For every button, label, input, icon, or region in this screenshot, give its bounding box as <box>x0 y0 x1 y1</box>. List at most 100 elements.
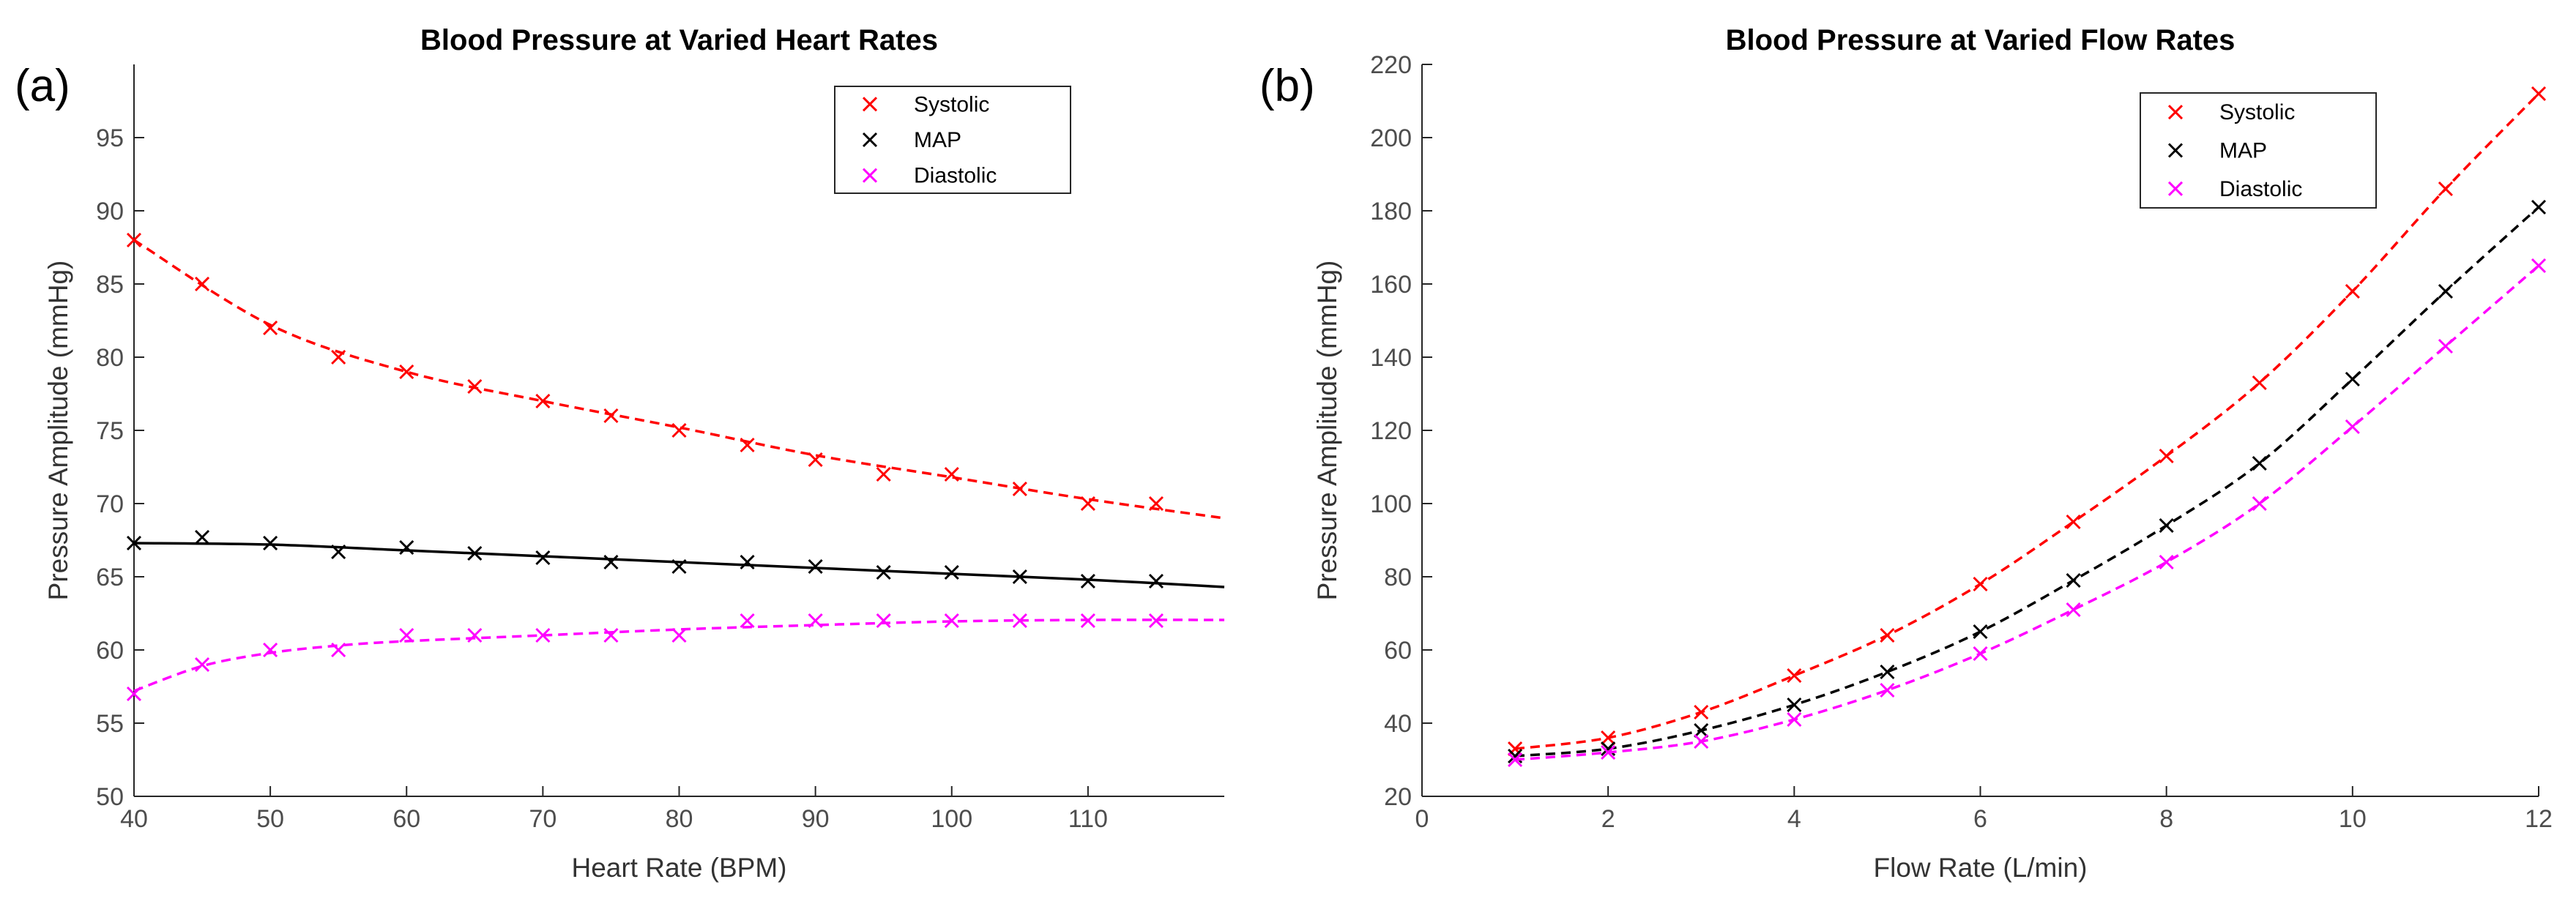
diastolic-data-point <box>2438 338 2453 354</box>
y-tick-label: 75 <box>96 417 124 445</box>
diastolic-data-point <box>331 642 346 658</box>
y-tick-label: 90 <box>96 198 124 225</box>
x-tick-label: 12 <box>2525 805 2553 833</box>
systolic-data-point <box>2345 283 2360 299</box>
systolic-data-point <box>1973 576 1988 592</box>
y-tick-label: 50 <box>96 783 124 811</box>
legend-box <box>2140 92 2377 209</box>
systolic-data-point <box>535 393 551 409</box>
legend-label-diastolic: Diastolic <box>2219 177 2302 201</box>
systolic-data-point <box>603 408 619 424</box>
y-tick-label: 140 <box>1370 344 1412 372</box>
systolic-data-point <box>2066 514 2081 530</box>
y-tick-label: 60 <box>1384 637 1412 665</box>
y-tick-label: 120 <box>1370 417 1412 445</box>
map-data-point <box>263 535 278 551</box>
map-data-point <box>671 558 687 575</box>
diastolic-data-point <box>2531 258 2547 274</box>
y-tick-label: 40 <box>1384 710 1412 738</box>
legend-marker-diastolic <box>2167 181 2184 196</box>
x-tick-label: 80 <box>666 805 693 833</box>
map-data-point <box>1012 569 1027 585</box>
systolic-data-point <box>2438 181 2453 197</box>
systolic-data-point <box>331 349 346 365</box>
y-tick-label: 80 <box>1384 564 1412 591</box>
x-tick-label: 50 <box>256 805 284 833</box>
x-tick-label: 100 <box>931 805 972 833</box>
x-tick-label: 8 <box>2159 805 2173 833</box>
legend-label-systolic: Systolic <box>914 92 989 116</box>
y-tick-label: 180 <box>1370 198 1412 225</box>
systolic-data-point <box>2252 375 2267 391</box>
systolic-data-point <box>740 437 755 453</box>
systolic-data-point <box>808 452 823 468</box>
systolic-data-point <box>399 364 414 380</box>
diastolic-data-point <box>1973 646 1988 662</box>
legend-marker-diastolic <box>862 168 878 183</box>
y-tick-label: 80 <box>96 344 124 372</box>
map-data-point <box>1787 697 1802 713</box>
map-fit-line <box>133 542 1225 588</box>
y-axis-label: Pressure Amplitude (mmHg) <box>43 261 73 601</box>
y-tick-label: 160 <box>1370 271 1412 299</box>
x-tick-label: 0 <box>1415 805 1429 833</box>
map-data-point <box>126 535 142 551</box>
x-tick-label: 6 <box>1973 805 1987 833</box>
systolic-data-point <box>1080 496 1095 512</box>
diastolic-data-point <box>263 642 278 658</box>
diastolic-data-point <box>1012 613 1027 629</box>
map-data-point <box>1080 573 1095 589</box>
diastolic-data-point <box>1508 752 1523 768</box>
diastolic-data-point <box>126 686 142 702</box>
systolic-data-point <box>876 466 891 482</box>
systolic-data-point <box>1148 496 1164 512</box>
x-tick-label: 2 <box>1601 805 1615 833</box>
y-tick-label: 60 <box>96 637 124 665</box>
diastolic-data-point <box>195 657 210 673</box>
diastolic-data-point <box>1148 613 1164 629</box>
x-tick-label: 70 <box>529 805 556 833</box>
systolic-data-point <box>195 276 210 292</box>
y-tick-label: 220 <box>1370 51 1412 79</box>
x-axis-label: Flow Rate (L/min) <box>1874 853 2088 883</box>
diastolic-data-point <box>671 627 687 643</box>
diastolic-data-point <box>740 613 755 629</box>
panel-label: (a) <box>15 61 70 111</box>
diastolic-data-point <box>399 627 414 643</box>
systolic-data-point <box>1787 668 1802 684</box>
y-tick-label: 85 <box>96 271 124 299</box>
map-data-point <box>876 564 891 580</box>
diastolic-data-point <box>808 613 823 629</box>
y-tick-label: 100 <box>1370 490 1412 518</box>
map-data-point <box>399 539 414 556</box>
legend-marker-map <box>2167 143 2184 158</box>
map-data-point <box>603 554 619 570</box>
systolic-data-point <box>2159 448 2174 464</box>
legend-label-map: MAP <box>2219 139 2267 163</box>
x-tick-label: 110 <box>1068 805 1108 833</box>
map-data-point <box>2345 371 2360 387</box>
legend-box <box>834 86 1071 194</box>
diastolic-data-point <box>2159 554 2174 570</box>
map-data-point <box>1694 722 1709 739</box>
diastolic-data-point <box>876 613 891 629</box>
map-data-point <box>808 558 823 575</box>
x-tick-label: 4 <box>1787 805 1801 833</box>
systolic-data-point <box>2531 86 2547 102</box>
diastolic-data-point <box>944 613 959 629</box>
y-tick-label: 20 <box>1384 783 1412 811</box>
legend-marker-systolic <box>2167 105 2184 120</box>
legend-label-diastolic: Diastolic <box>914 164 997 188</box>
legend: Systolic MAP Diastolic <box>834 86 1071 194</box>
diastolic-data-point <box>1080 613 1095 629</box>
diastolic-fit-line <box>1514 264 2540 761</box>
legend-marker-systolic <box>862 97 878 112</box>
chart-title: Blood Pressure at Varied Heart Rates <box>420 24 938 56</box>
systolic-data-point <box>1601 730 1616 746</box>
x-tick-label: 60 <box>392 805 420 833</box>
systolic-data-point <box>944 466 959 482</box>
panel-label: (b) <box>1259 61 1315 111</box>
diastolic-data-point <box>1880 682 1895 698</box>
